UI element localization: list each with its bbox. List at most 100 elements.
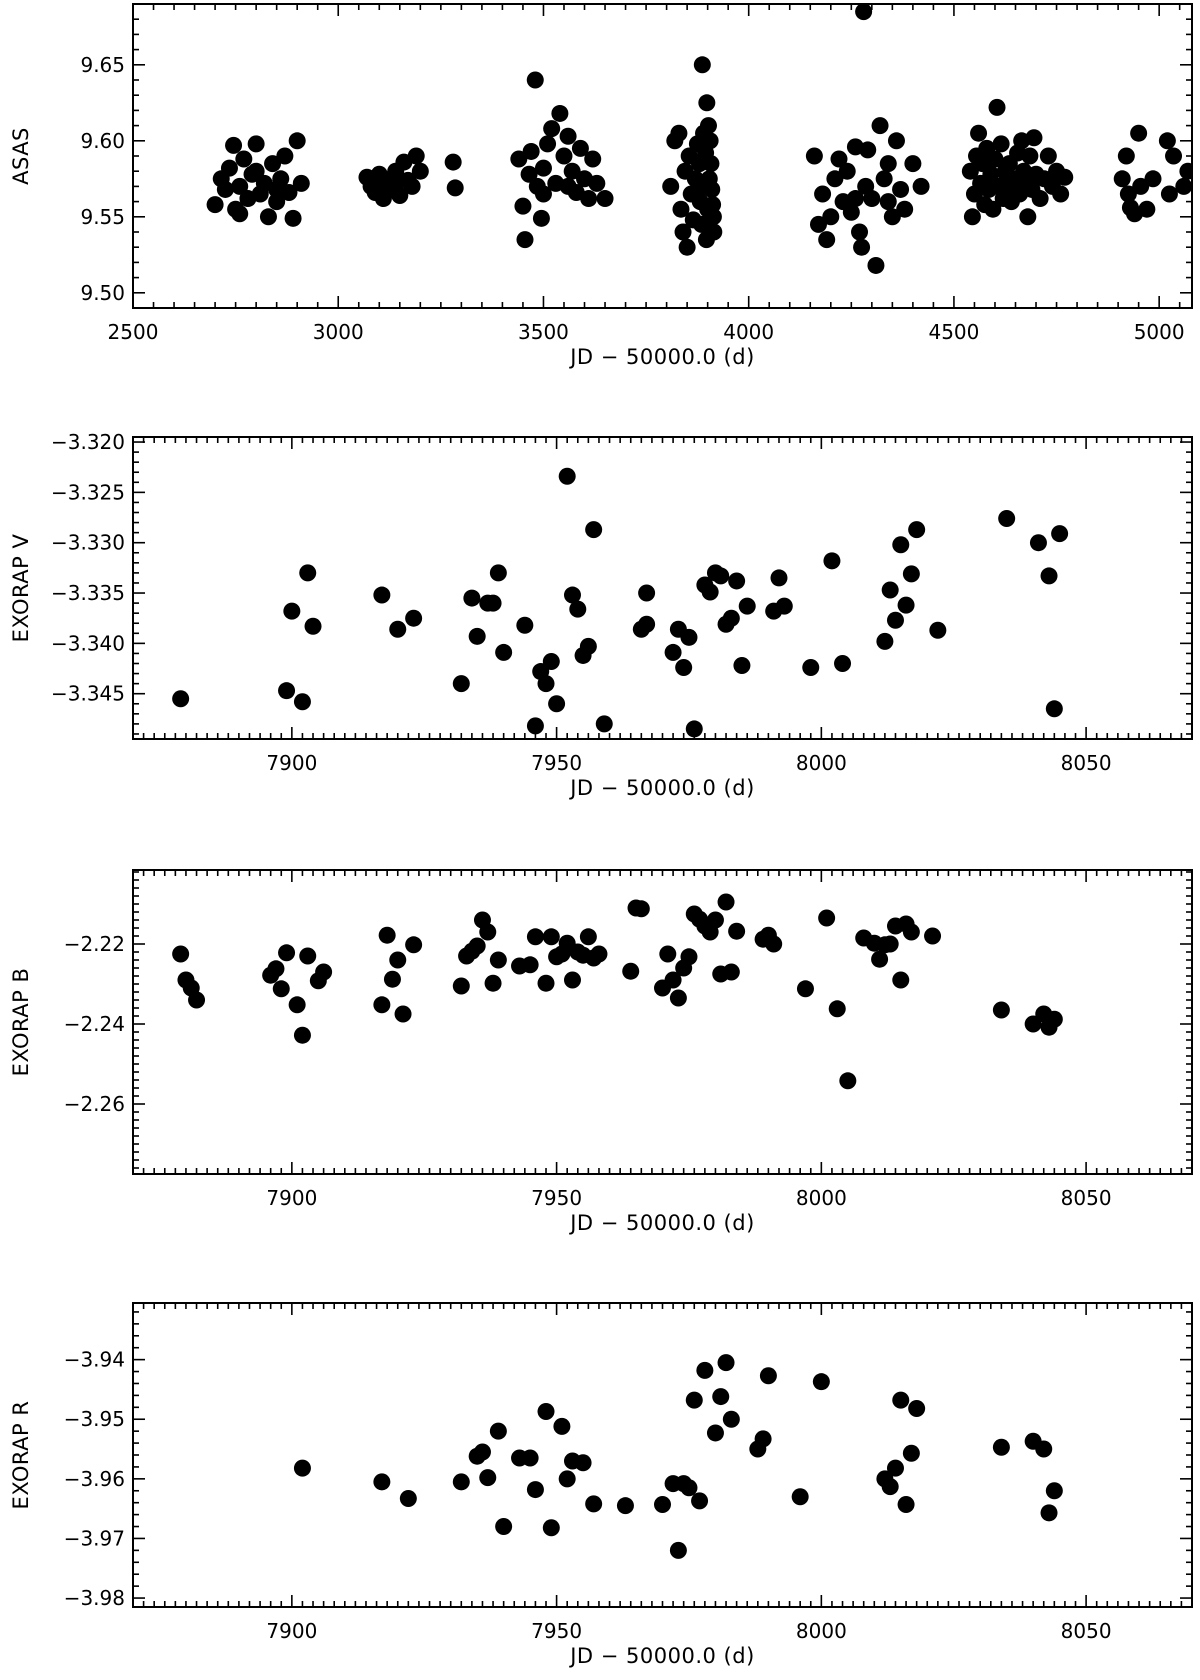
data-point — [664, 643, 682, 661]
data-point — [698, 94, 716, 112]
data-point — [292, 174, 310, 192]
data-point — [1160, 185, 1178, 203]
data-point — [495, 643, 513, 661]
data-point — [680, 948, 698, 966]
data-point — [812, 1373, 830, 1391]
data-point — [809, 215, 827, 233]
data-point — [188, 991, 206, 1009]
data-point — [828, 1000, 846, 1018]
data-point — [446, 179, 464, 197]
data-point — [685, 1391, 703, 1409]
data-point — [225, 136, 243, 154]
chart-exorap-r: 7900 7950 8000 8050 −3.98 −3.97 −3.96 −3.95 −3.9… — [9, 1302, 1193, 1668]
data-point — [796, 980, 814, 998]
data-point — [411, 162, 429, 180]
data-point — [883, 208, 901, 226]
data-point — [383, 970, 401, 988]
data-point — [1052, 185, 1070, 203]
plot-frame — [132, 1302, 1193, 1608]
data-point — [839, 1072, 857, 1090]
data-point — [304, 617, 322, 635]
y-axis-label: EXORAP R — [9, 1401, 33, 1510]
data-point — [542, 652, 560, 670]
data-point — [267, 960, 285, 978]
data-point — [963, 208, 981, 226]
data-point — [206, 196, 224, 214]
data-point — [1113, 170, 1131, 188]
data-point — [892, 180, 910, 198]
data-point — [678, 238, 696, 256]
data-point — [526, 717, 544, 735]
data-point — [595, 715, 613, 733]
data-point — [712, 567, 730, 585]
data-point — [259, 208, 277, 226]
data-point — [904, 155, 922, 173]
chart-asas: 2500 3000 3500 4000 4500 5000 9.50 9.55 9.60 9.65… — [9, 3, 1193, 369]
data-point — [863, 190, 881, 208]
x-axis-label: JD − 50000.0 (d) — [568, 1644, 755, 1668]
data-point — [822, 208, 840, 226]
data-point — [389, 620, 407, 638]
data-point — [479, 923, 497, 941]
y-tick-label: −2.24 — [64, 1012, 125, 1036]
data-points — [206, 4, 1192, 274]
data-point — [823, 552, 841, 570]
data-point — [452, 1473, 470, 1491]
y-tick-label: −3.96 — [64, 1467, 125, 1491]
data-point — [389, 951, 407, 969]
data-point — [405, 609, 423, 627]
data-point — [986, 150, 1004, 168]
data-point — [814, 185, 832, 203]
data-point — [691, 1492, 709, 1510]
data-point — [704, 196, 722, 214]
x-tick-label: 7950 — [531, 751, 582, 775]
data-point — [563, 162, 581, 180]
data-point — [514, 197, 532, 215]
data-point — [701, 583, 719, 601]
x-tick-label: 7900 — [266, 1619, 317, 1643]
data-point — [717, 893, 735, 911]
data-point — [834, 655, 852, 672]
data-point — [1138, 200, 1156, 218]
data-point — [537, 974, 555, 992]
y-tick-label: −3.330 — [51, 531, 125, 555]
data-point — [553, 1417, 571, 1435]
data-point — [1031, 190, 1049, 208]
data-point — [463, 589, 481, 607]
data-point — [1040, 1504, 1058, 1522]
tick-marks — [132, 437, 1193, 739]
x-tick-label: 7900 — [266, 751, 317, 775]
x-tick-label: 3000 — [313, 320, 364, 344]
data-point — [881, 581, 899, 599]
data-point — [1045, 1482, 1063, 1500]
data-point — [484, 974, 502, 992]
y-tick-label: −3.95 — [64, 1407, 125, 1431]
x-tick-label: 8050 — [1061, 1619, 1112, 1643]
data-point — [876, 632, 894, 650]
data-point — [468, 937, 486, 955]
data-point — [1051, 525, 1069, 543]
data-point — [1035, 1440, 1053, 1458]
data-point — [897, 596, 915, 614]
data-point — [722, 963, 740, 981]
data-point — [703, 180, 721, 198]
data-point — [444, 153, 462, 171]
x-axis-label: JD − 50000.0 (d) — [568, 345, 755, 369]
data-point — [596, 190, 614, 208]
data-point — [886, 1459, 904, 1477]
data-point — [315, 963, 333, 981]
data-point — [468, 627, 486, 645]
data-point — [378, 926, 396, 944]
data-point — [532, 209, 550, 227]
data-point — [559, 127, 577, 145]
data-point — [521, 956, 539, 974]
data-point — [855, 4, 873, 21]
data-point — [542, 1519, 560, 1537]
data-point — [579, 928, 597, 946]
tick-marks — [132, 870, 1193, 1174]
y-tick-label: 9.55 — [80, 205, 125, 229]
data-point — [738, 597, 756, 615]
data-point — [569, 600, 587, 618]
data-point — [551, 104, 569, 122]
x-tick-label: 8000 — [796, 751, 847, 775]
